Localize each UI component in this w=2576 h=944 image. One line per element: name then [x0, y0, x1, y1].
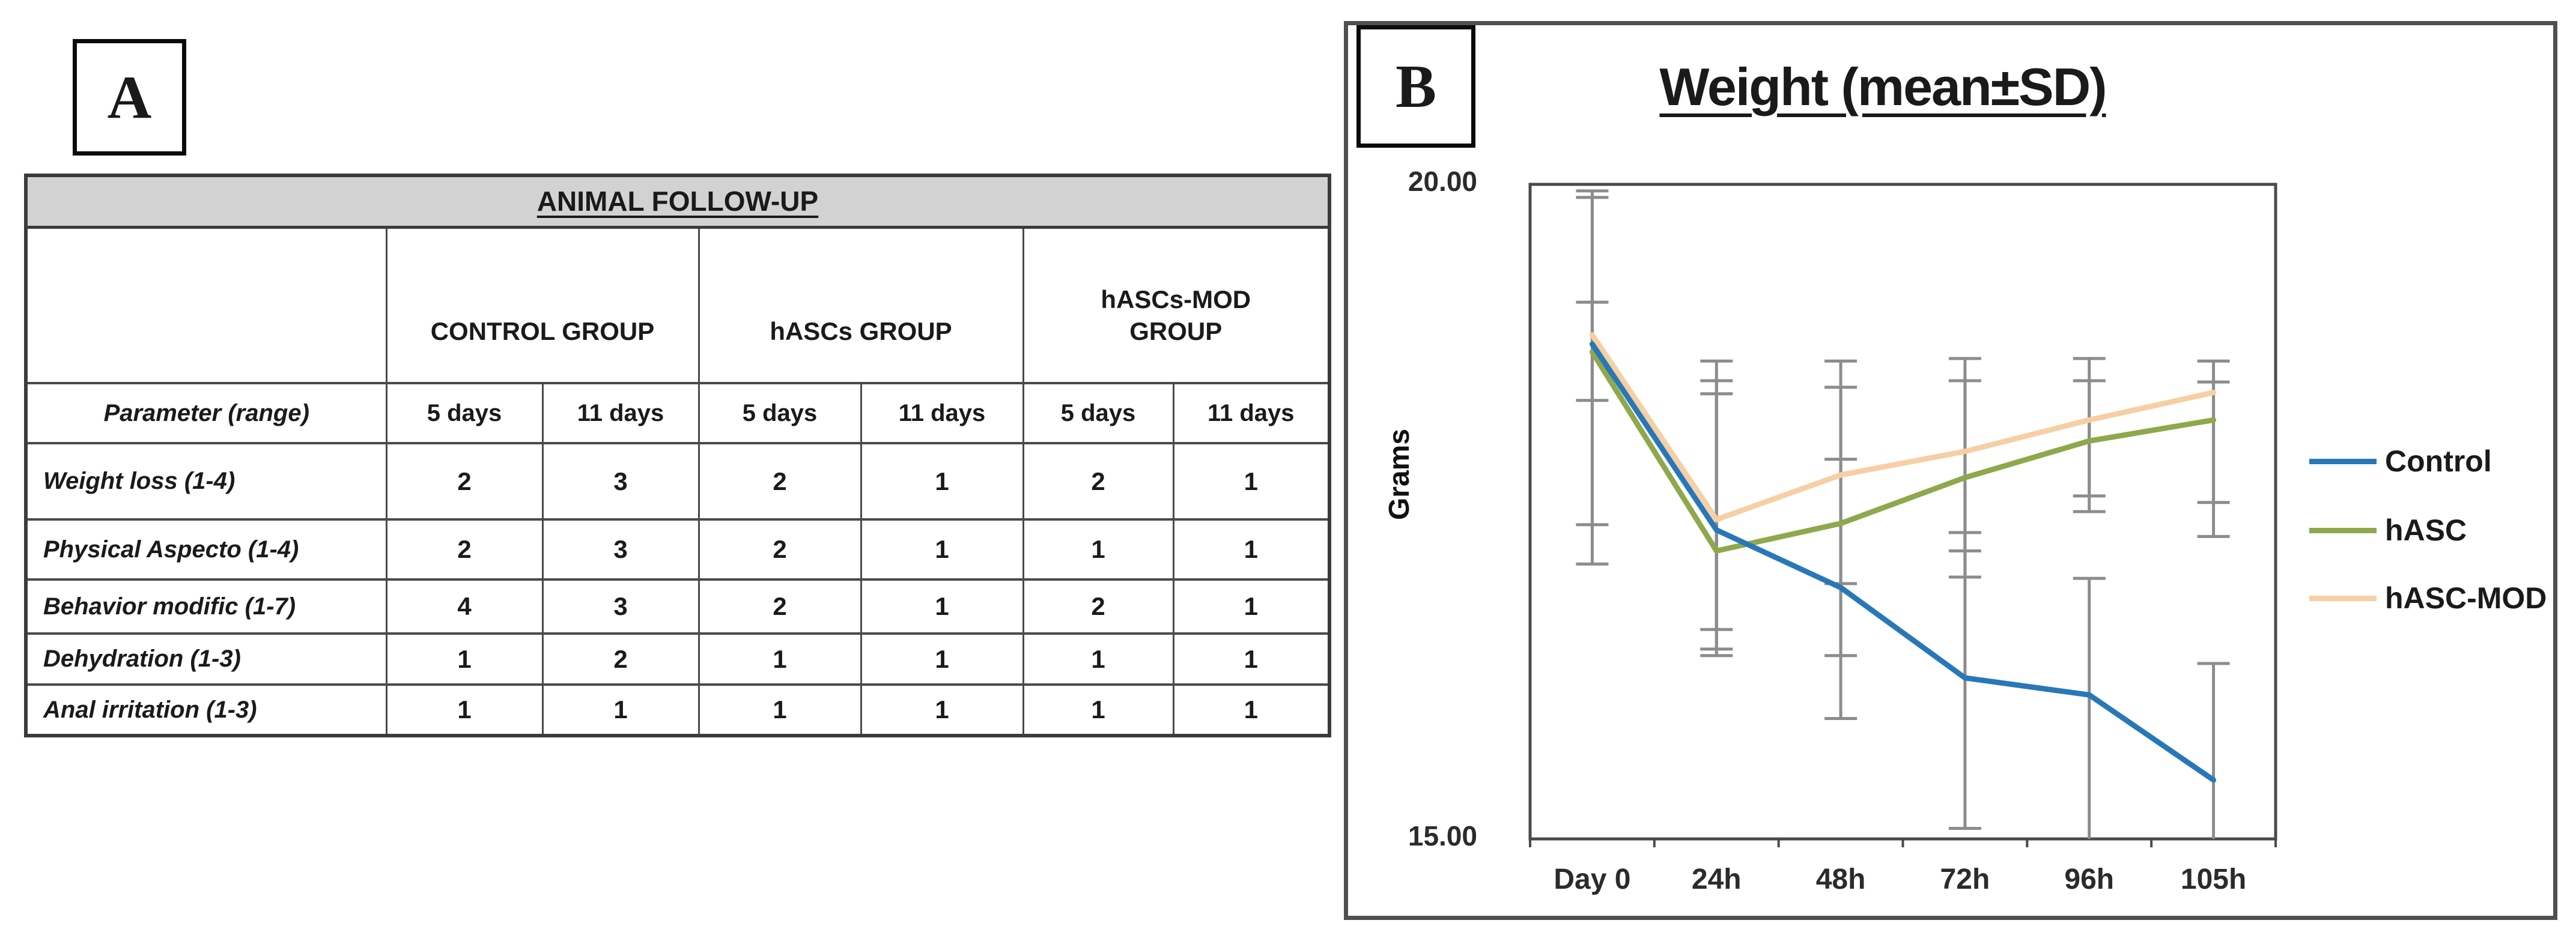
table-row: Anal irritation (1-3) 1 1 1 1 1 1	[25, 683, 1331, 737]
table-row: Physical Aspecto (1-4) 2 3 2 1 1 1	[25, 518, 1331, 581]
score-cell: 1	[697, 683, 862, 737]
score-cell: 1	[1172, 683, 1331, 737]
group-header-control: CONTROL GROUP	[385, 226, 700, 384]
score-cell: 2	[541, 632, 700, 686]
column-header-parameter: Parameter (range)	[25, 382, 387, 444]
x-axis-label: 72h	[1940, 864, 1990, 895]
score-cell: 1	[1172, 518, 1331, 581]
group-header-hascs: hASCs GROUP	[697, 226, 1024, 384]
column-header: 11 days	[541, 382, 700, 444]
parameter-label: Physical Aspecto (1-4)	[25, 518, 387, 581]
column-header: 5 days	[697, 382, 862, 444]
parameter-label: Behavior modific (1-7)	[25, 578, 387, 635]
score-cell: 1	[1022, 518, 1174, 581]
score-cell: 1	[1172, 632, 1331, 686]
score-cell: 2	[697, 578, 862, 635]
score-cell: 3	[541, 578, 700, 635]
panel-a-label: A	[73, 39, 186, 156]
panel-b-letter: B	[1395, 52, 1437, 121]
table-row: Weight loss (1-4) 2 3 2 1 2 1	[25, 442, 1331, 521]
weight-chart-panel: B Weight (mean±SD) 20.00 15.00 Grams Day…	[1344, 21, 2557, 920]
score-cell: 2	[385, 518, 544, 581]
score-cell: 2	[385, 442, 544, 521]
empty-header-cell	[25, 226, 387, 384]
score-cell: 1	[860, 442, 1024, 521]
parameter-label: Weight loss (1-4)	[25, 442, 387, 521]
control-line-swatch	[2309, 458, 2377, 464]
x-axis-label: 24h	[1691, 864, 1742, 895]
legend-item-hasc: hASC	[2309, 512, 2467, 548]
panel-b-label: B	[1356, 25, 1475, 148]
score-cell: 1	[697, 632, 862, 686]
column-header: 11 days	[860, 382, 1024, 444]
score-cell: 4	[385, 578, 544, 635]
score-cell: 1	[860, 578, 1024, 635]
x-axis-label: 105h	[2180, 864, 2247, 895]
score-cell: 1	[860, 683, 1024, 737]
y-axis-tick-min: 15.00	[1408, 820, 1477, 852]
hasc-mod-line-swatch	[2309, 595, 2377, 601]
score-cell: 2	[1022, 578, 1174, 635]
group-header-hascs-mod: hASCs-MOD GROUP	[1022, 226, 1331, 384]
score-cell: 2	[1022, 442, 1174, 521]
score-cell: 2	[697, 518, 862, 581]
legend-item-hasc-mod: hASC-MOD	[2309, 580, 2547, 616]
chart-title: Weight (mean±SD)	[1659, 57, 2107, 116]
score-cell: 1	[541, 683, 700, 737]
subheader-row: Parameter (range) 5 days 11 days 5 days …	[25, 382, 1331, 444]
column-header: 11 days	[1172, 382, 1331, 444]
parameter-label: Anal irritation (1-3)	[25, 683, 387, 737]
x-axis-label: 96h	[2064, 864, 2115, 895]
table-title-row: ANIMAL FOLLOW-UP	[25, 174, 1331, 229]
panel-a-letter: A	[107, 63, 152, 132]
score-cell: 1	[860, 632, 1024, 686]
score-cell: 3	[541, 442, 700, 521]
column-header: 5 days	[1022, 382, 1174, 444]
table-row: Dehydration (1-3) 1 2 1 1 1 1	[25, 632, 1331, 686]
legend-item-control: Control	[2309, 443, 2492, 479]
animal-follow-up-table: ANIMAL FOLLOW-UP CONTROL GROUP hASCs GRO…	[24, 174, 1332, 737]
score-cell: 2	[697, 442, 862, 521]
score-cell: 3	[541, 518, 700, 581]
table-row: Behavior modific (1-7) 4 3 2 1 2 1	[25, 578, 1331, 635]
parameter-label: Dehydration (1-3)	[25, 632, 387, 686]
group-header-row: CONTROL GROUP hASCs GROUP hASCs-MOD GROU…	[25, 226, 1331, 384]
table-title: ANIMAL FOLLOW-UP	[25, 174, 1331, 229]
score-cell: 1	[1172, 442, 1331, 521]
x-axis-label: 48h	[1815, 864, 1866, 895]
score-cell: 1	[860, 518, 1024, 581]
legend-label: hASC	[2385, 513, 2467, 547]
line-chart	[1528, 183, 2277, 847]
legend-label: Control	[2385, 444, 2492, 478]
score-cell: 1	[1022, 683, 1174, 737]
legend-label: hASC-MOD	[2385, 581, 2547, 615]
score-cell: 1	[1022, 632, 1174, 686]
score-cell: 1	[385, 632, 544, 686]
score-cell: 1	[1172, 578, 1331, 635]
y-axis-tick-max: 20.00	[1408, 166, 1477, 197]
hasc-line-swatch	[2309, 527, 2377, 533]
score-cell: 1	[385, 683, 544, 737]
x-axis-label: Day 0	[1554, 864, 1631, 895]
column-header: 5 days	[385, 382, 544, 444]
